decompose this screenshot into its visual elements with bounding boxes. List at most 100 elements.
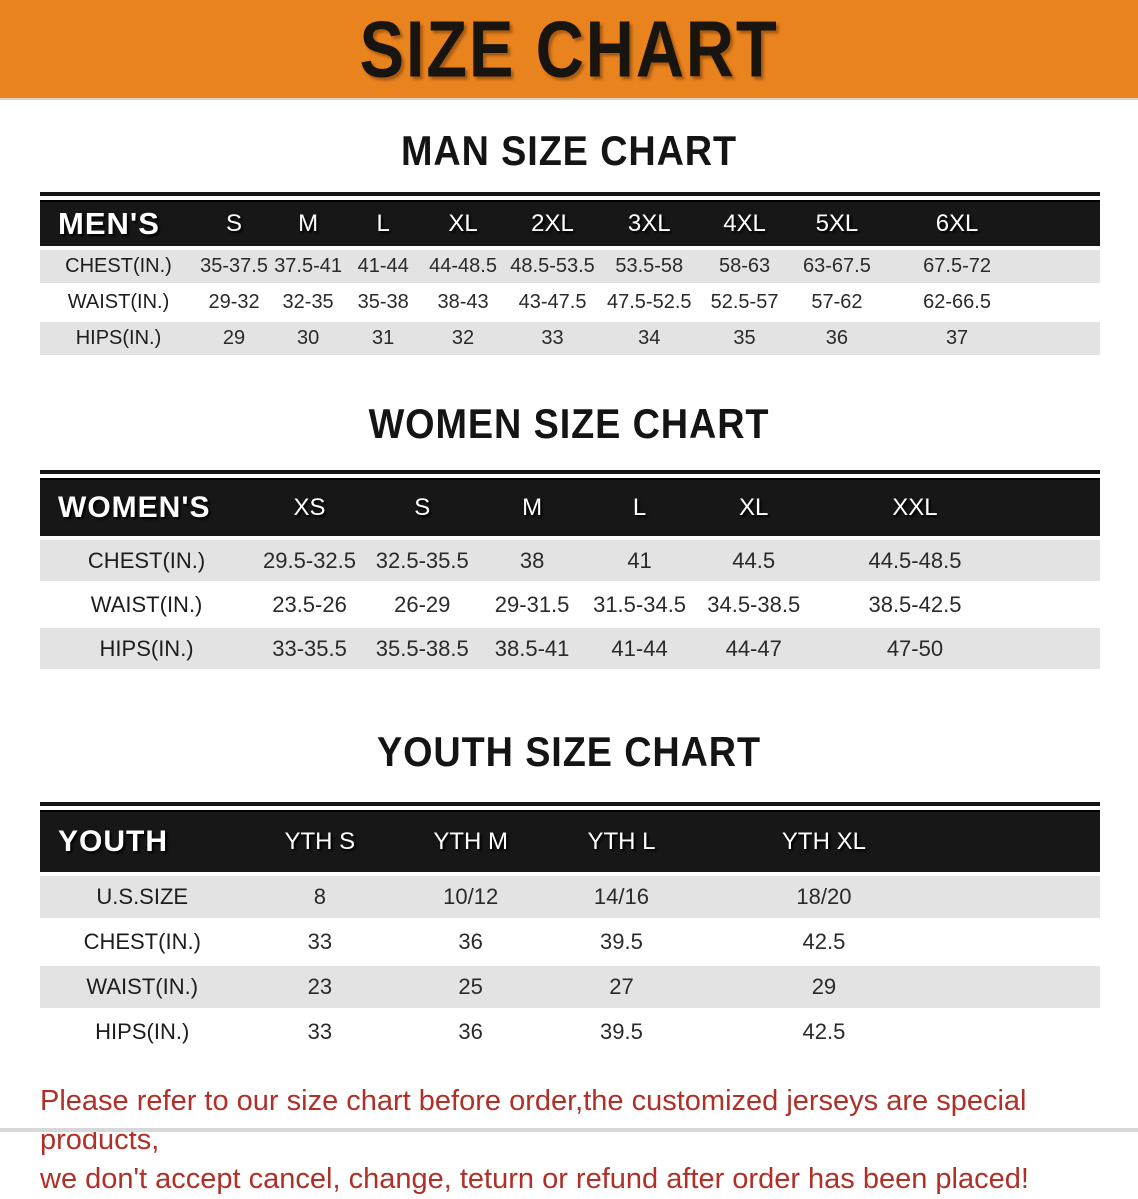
measurement-value-cell: 14/16 [593,884,649,909]
measurement-row: CHEST(IN.) 35-37.5 37.5-41 41-44 44-48.5 48.5… [40,248,1100,285]
size-column-header: XS [253,478,366,540]
row-label-cell: U.S.SIZE [96,884,189,909]
table-header-row: MEN'S S M L XL 2XL 3XL 4XL 5XL 6XL [40,200,1100,250]
men-size-section: MAN SIZE CHART MEN'S S M L XL 2XL 3XL 4XL 5XL 6XL… [0,127,1138,358]
measurement-value-cell: 33-35.5 [272,635,347,661]
youth-size-table: YOUTH YTH S YTH M YTH L YTH XL U.S.SIZE 8 10/12… [40,810,1100,1056]
measurement-value-cell: 37 [945,327,969,349]
measurement-value-cell: 38.5-42.5 [868,591,962,617]
measurement-value-cell: 35.5-38.5 [375,635,469,661]
men-section-heading: MAN SIZE CHART [400,127,737,174]
measurement-value-cell: 42.5 [802,929,846,954]
measurement-row: CHEST(IN.) 29.5-32.5 32.5-35.5 38 41 44.5 44.5… [40,538,1100,583]
measurement-value-cell: 23.5-26 [272,591,347,617]
measurement-value-cell: 33 [541,327,564,349]
size-column-header: YTH XL [696,810,1100,876]
measurement-value-cell: 43-47.5 [518,291,587,313]
measurement-value-cell: 23 [307,974,333,999]
measurement-value-cell: 35-37.5 [200,255,268,277]
bottom-edge-divider [0,1128,1138,1132]
women-table-wrap: WOMEN'S XS S M L XL XXL CHEST(IN.) 29.5-32.5 32.5… [40,470,1100,672]
measurement-value-cell: 27 [609,974,634,999]
size-column-header: 3XL [600,200,699,250]
measurement-value-cell: 35-38 [357,291,409,313]
measurement-value-cell: 29 [811,974,837,999]
measurement-value-cell: 44.5 [732,547,776,573]
measurement-value-cell: 30 [296,327,320,349]
measurement-row: CHEST(IN.) 33 36 39.5 42.5 [40,919,1100,965]
measurement-row: HIPS(IN.) 33-35.5 35.5-38.5 38.5-41 41-44 44-… [40,626,1100,671]
table-header-row: WOMEN'S XS S M L XL XXL [40,478,1100,540]
measurement-value-cell: 52.5-57 [710,291,779,313]
women-table-top-rule [40,470,1100,474]
measurement-value-cell: 53.5-58 [615,255,684,277]
youth-table-wrap: YOUTH YTH S YTH M YTH L YTH XL U.S.SIZE 8 10/12… [40,802,1100,1056]
measurement-value-cell: 33 [307,1019,333,1044]
men-table-wrap: MEN'S S M L XL 2XL 3XL 4XL 5XL 6XL CHEST(IN.) 35-37… [40,192,1100,358]
measurement-value-cell: 62-66.5 [923,291,991,313]
measurement-value-cell: 33 [307,929,333,954]
measurement-value-cell: 38-43 [437,291,489,313]
measurement-value-cell: 41-44 [357,255,409,277]
measurement-value-cell: 26-29 [394,591,451,617]
men-table-top-rule [40,192,1100,196]
measurement-value-cell: 42.5 [802,1019,846,1044]
table-title-cell: YOUTH [40,810,245,876]
measurement-row: HIPS(IN.) 33 36 39.5 42.5 [40,1009,1100,1055]
measurement-value-cell: 44.5-48.5 [868,547,962,573]
row-label-cell: CHEST(IN.) [87,547,206,573]
measurement-value-cell: 67.5-72 [923,255,991,277]
row-label-cell: CHEST(IN.) [65,255,172,277]
row-label-cell: WAIST(IN.) [90,591,203,617]
size-column-header: L [345,200,422,250]
size-column-header: M [478,478,586,540]
measurement-value-cell: 32.5-35.5 [375,547,469,573]
men-size-table: MEN'S S M L XL 2XL 3XL 4XL 5XL 6XL CHEST(IN.) 35-37… [40,200,1100,358]
table-title-cell: WOMEN'S [40,478,254,540]
measurement-value-cell: 38 [519,547,545,573]
measurement-value-cell: 36 [458,1019,483,1044]
measurement-value-cell: 48.5-53.5 [510,255,595,277]
measurement-row: WAIST(IN.) 23 25 27 29 [40,964,1100,1010]
measurement-value-cell: 29-31.5 [494,591,570,617]
size-column-header: XXL [813,478,1100,540]
measurement-row: WAIST(IN.) 29-32 32-35 35-38 38-43 43-47.5 47.… [40,284,1100,321]
measurement-row: HIPS(IN.) 29 30 31 32 33 34 35 36 37 [40,320,1100,357]
measurement-value-cell: 36 [458,929,483,954]
measurement-value-cell: 36 [825,327,849,349]
measurement-value-cell: 31 [372,327,395,349]
measurement-value-cell: 41 [627,547,652,573]
measurement-value-cell: 39.5 [600,929,643,954]
size-chart-banner: SIZE CHART [0,0,1138,100]
measurement-value-cell: 44-47 [725,635,782,661]
banner-title: SIZE CHART [359,4,779,94]
measurement-value-cell: 29-32 [208,291,260,313]
measurement-value-cell: 34.5-38.5 [707,591,801,617]
measurement-row: U.S.SIZE 8 10/12 14/16 18/20 [40,874,1100,920]
women-size-section: WOMEN SIZE CHART WOMEN'S XS S M L XL XXL CHEST(… [0,400,1138,672]
measurement-value-cell: 10/12 [443,884,499,909]
size-column-header: M [271,200,346,250]
measurement-value-cell: 25 [458,974,483,999]
order-disclaimer: Please refer to our size chart before or… [40,1082,1138,1199]
size-column-header: 4XL [698,200,791,250]
row-label-cell: WAIST(IN.) [86,974,199,999]
size-column-header: 6XL [883,200,1100,250]
youth-table-top-rule [40,802,1100,806]
measurement-value-cell: 35 [733,327,756,349]
measurement-value-cell: 31.5-34.5 [593,591,687,617]
table-header-row: YOUTH YTH S YTH M YTH L YTH XL [40,810,1100,876]
size-column-header: YTH M [395,810,547,876]
row-label-cell: HIPS(IN.) [95,1019,190,1044]
size-column-header: XL [421,200,505,250]
size-column-header: XL [693,478,814,540]
size-column-header: YTH L [546,810,697,876]
size-column-header: S [365,478,479,540]
measurement-value-cell: 29 [222,327,246,349]
youth-section-heading: YOUTH SIZE CHART [376,728,761,775]
measurement-value-cell: 38.5-41 [494,635,570,661]
women-size-table: WOMEN'S XS S M L XL XXL CHEST(IN.) 29.5-32.5 32.5… [40,478,1100,672]
size-column-header: YTH S [244,810,396,876]
measurement-value-cell: 37.5-41 [274,255,343,277]
size-column-header: L [585,478,694,540]
